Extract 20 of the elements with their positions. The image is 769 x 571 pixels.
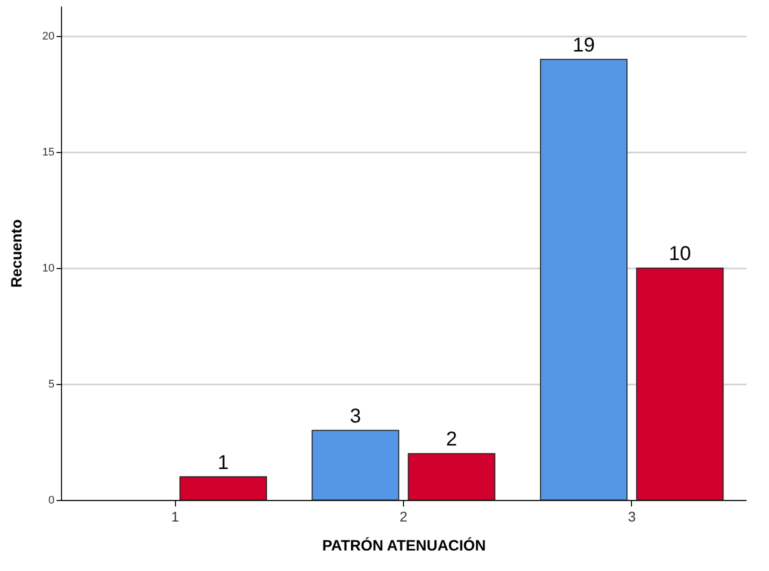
y-axis-title: Recuento [8,219,26,288]
bar [408,453,496,500]
bar [179,476,267,500]
bar [636,268,724,500]
bar [540,58,628,500]
data-label: 1 [218,452,229,474]
y-tick-label: 10 [42,262,54,275]
bar [312,430,400,500]
data-label: 2 [446,428,458,451]
y-tick-label: 15 [42,146,54,159]
x-axis-title: PATRÓN ATENUACIÓN [322,536,486,554]
data-label: 3 [350,405,361,428]
data-label: 19 [572,34,595,56]
x-tick-label: 1 [171,508,180,524]
x-tick-label: 3 [628,508,636,524]
y-tick-label: 5 [48,378,54,391]
y-tick-label: 0 [48,494,54,506]
y-tick-label: 20 [42,30,54,43]
x-tick-label: 2 [400,508,408,524]
data-label: 10 [668,243,692,266]
